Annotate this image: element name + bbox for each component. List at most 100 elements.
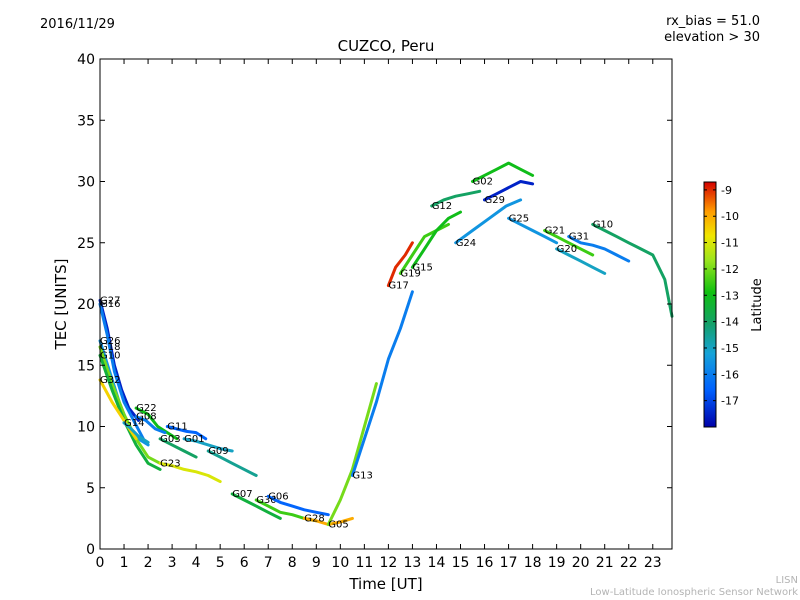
credit-short: LISN xyxy=(775,575,798,586)
x-tick-label: 6 xyxy=(240,555,249,571)
date-label: 2016/11/29 xyxy=(40,17,115,32)
series-line-g14-8 xyxy=(122,421,150,444)
series-line-g07-14 xyxy=(230,492,282,520)
colorbar-gradient xyxy=(703,181,717,428)
axes: 0 1 2 3 4 5 6 7 8 9 10 11 12 13 14 15 16 17 18 19 20 21 22 2305… xyxy=(77,52,672,571)
y-tick-label: 40 xyxy=(77,52,95,68)
series-label-g01-11: G01 xyxy=(184,434,204,445)
series-line-g24-24 xyxy=(454,198,523,245)
x-tick-label: 10 xyxy=(331,555,349,571)
colorbar-tick-label: -13 xyxy=(721,289,739,302)
series-label-g32-5: G32 xyxy=(100,375,120,386)
credit-long: Low-Latitude Ionospheric Sensor Network xyxy=(590,587,798,598)
series-label-g20-30: G20 xyxy=(557,244,577,255)
series-line-g20-30 xyxy=(555,247,607,275)
series-line-g17-20 xyxy=(386,241,414,288)
colorbar-ticks: -9 -10 -11 -12 -13 -14 -15 -16 -17 xyxy=(704,184,739,408)
x-tick-label: 15 xyxy=(452,555,470,571)
x-tick-label: 5 xyxy=(216,555,225,571)
series-line-g03-10 xyxy=(158,437,198,459)
series-line-g31-29 xyxy=(567,235,631,263)
x-tick-label: 11 xyxy=(355,555,373,571)
y-tick-label: 10 xyxy=(77,420,95,436)
series-label-g29-26: G29 xyxy=(485,195,505,206)
y-tick-label: 20 xyxy=(77,297,95,313)
series-line-g01-11 xyxy=(182,437,234,453)
series-label-g02-25: G02 xyxy=(473,177,493,188)
colorbar: -9 -10 -11 -12 -13 -14 -15 -16 -17 Latitude xyxy=(703,181,765,428)
series-label-g22-6: G22 xyxy=(136,403,156,414)
series-label-g05-18: G05 xyxy=(328,520,348,531)
elevation-label: elevation > 30 xyxy=(664,30,760,45)
colorbar-tick-label: -15 xyxy=(721,342,739,355)
y-tick-label: 35 xyxy=(77,113,95,129)
x-tick-label: 1 xyxy=(120,555,129,571)
series-label-g21-28: G21 xyxy=(545,226,565,237)
y-tick-label: 15 xyxy=(77,358,95,374)
x-tick-label: 21 xyxy=(596,555,614,571)
x-tick-label: 22 xyxy=(620,555,638,571)
credit: LISN Low-Latitude Ionospheric Sensor Net… xyxy=(590,575,798,599)
y-tick-label: 5 xyxy=(86,481,95,497)
series-label-g09-13: G09 xyxy=(208,446,228,457)
x-tick-label: 7 xyxy=(264,555,273,571)
y-tick-label: 25 xyxy=(77,236,95,252)
plot-frame xyxy=(99,58,673,550)
series-line-g02-25 xyxy=(471,161,535,183)
series-label-g17-20: G17 xyxy=(388,281,408,292)
series-label-g14-8: G14 xyxy=(124,418,144,429)
x-tick-label: 2 xyxy=(144,555,153,571)
series-line-g06-16 xyxy=(266,494,330,517)
series-label-g18-3: G18 xyxy=(100,342,120,353)
series-line-g11-9 xyxy=(165,425,208,441)
series-label-g30-15: G30 xyxy=(256,495,276,506)
x-tick-label: 19 xyxy=(548,555,566,571)
x-tick-label: 8 xyxy=(288,555,297,571)
colorbar-tick-label: -16 xyxy=(721,368,739,381)
series-line-g15-22 xyxy=(410,210,462,269)
series-label-g07-14: G07 xyxy=(232,489,252,500)
colorbar-tick-label: -14 xyxy=(721,316,739,329)
colorbar-tick-label: -9 xyxy=(721,184,732,197)
series-label-g15-22: G15 xyxy=(412,262,432,273)
series-line-g22-6 xyxy=(134,406,179,441)
x-tick-label: 18 xyxy=(524,555,542,571)
series-line-g05-18 xyxy=(326,382,378,526)
series-label-g03-10: G03 xyxy=(160,434,180,445)
series-line-g21-28 xyxy=(543,229,595,257)
x-tick-label: 14 xyxy=(428,555,446,571)
x-tick-label: 12 xyxy=(379,555,397,571)
y-axis-label: TEC [UNITS] xyxy=(52,259,70,351)
series-label-g13-19: G13 xyxy=(352,471,372,482)
rx-bias-label: rx_bias = 51.0 xyxy=(666,14,760,29)
series-label-g06-16: G06 xyxy=(268,491,288,502)
series-line-g10-31 xyxy=(591,222,674,318)
series-label-g12-23: G12 xyxy=(432,201,452,212)
colorbar-tick-label: -17 xyxy=(721,395,739,408)
series-line-g16-1 xyxy=(98,302,145,441)
x-tick-label: 23 xyxy=(644,555,662,571)
x-tick-label: 3 xyxy=(168,555,177,571)
colorbar-tick-label: -12 xyxy=(721,263,739,276)
x-tick-label: 13 xyxy=(404,555,422,571)
x-tick-label: 17 xyxy=(500,555,518,571)
x-tick-label: 20 xyxy=(572,555,590,571)
y-tick-label: 30 xyxy=(77,175,95,191)
colorbar-tick-label: -10 xyxy=(721,210,739,223)
series-label-g08-7: G08 xyxy=(136,412,156,423)
x-tick-label: 0 xyxy=(96,555,105,571)
series-label-g31-29: G31 xyxy=(569,232,589,243)
series-line-g13-19 xyxy=(350,290,414,477)
x-tick-label: 9 xyxy=(312,555,321,571)
colorbar-tick-label: -11 xyxy=(721,237,739,250)
bias-info: rx_bias = 51.0 elevation > 30 xyxy=(664,14,760,46)
series-line-g23-12 xyxy=(158,461,222,484)
series-label-g11-9: G11 xyxy=(167,422,187,433)
x-tick-label: 16 xyxy=(476,555,494,571)
series-label-g10-31: G10 xyxy=(593,219,613,230)
series-label-g16-1: G16 xyxy=(100,299,120,310)
x-tick-label: 4 xyxy=(192,555,201,571)
series-label-g10-4: G10 xyxy=(100,350,120,361)
